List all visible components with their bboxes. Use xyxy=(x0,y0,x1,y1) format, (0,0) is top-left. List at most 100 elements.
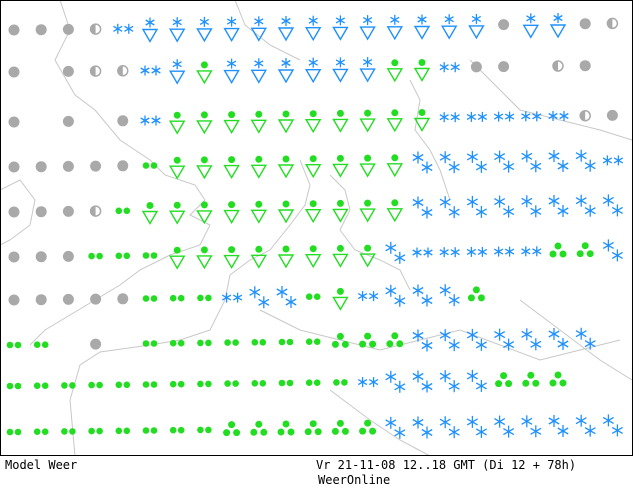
weather-symbol xyxy=(35,294,47,306)
shower-tri xyxy=(250,27,268,42)
shower-dot xyxy=(146,202,154,209)
dot xyxy=(336,419,344,427)
rain-dot xyxy=(579,18,591,30)
border-east xyxy=(519,299,633,381)
weather-symbol xyxy=(115,381,131,389)
shower-tri xyxy=(141,28,159,43)
dot xyxy=(177,339,185,347)
weather-symbol xyxy=(357,377,379,388)
weather-symbol xyxy=(439,370,460,393)
dot xyxy=(255,420,263,428)
weather-symbol xyxy=(548,150,569,172)
weather-symbol xyxy=(386,59,404,83)
weather-symbol xyxy=(385,370,406,393)
flake-arm xyxy=(611,251,623,259)
dot xyxy=(69,382,76,389)
dot xyxy=(197,426,204,434)
weather-symbol xyxy=(332,109,349,133)
half-fill xyxy=(607,18,613,29)
weather-symbol xyxy=(61,428,76,435)
weather-symbol xyxy=(466,369,487,392)
weather-symbol xyxy=(35,161,47,173)
flake-arm xyxy=(602,196,614,204)
flake-arm xyxy=(448,208,460,216)
shower-dot xyxy=(364,109,372,117)
weather-symbol xyxy=(89,205,102,217)
dot xyxy=(197,380,204,388)
flake-arm xyxy=(557,207,569,215)
weather-symbol xyxy=(89,23,102,35)
flake-arm xyxy=(412,249,422,256)
half-fill xyxy=(117,65,123,76)
weather-symbol xyxy=(196,61,213,85)
flake-arm xyxy=(385,287,397,295)
weather-symbol xyxy=(412,370,433,393)
dot xyxy=(331,427,339,435)
weather-symbol xyxy=(386,332,404,348)
rain-dot xyxy=(8,251,20,263)
dot xyxy=(123,252,131,260)
rain-dot xyxy=(35,294,47,306)
flake-arm xyxy=(412,198,424,207)
shower-tri xyxy=(168,255,186,270)
weather-symbol xyxy=(440,14,458,40)
weather-symbol xyxy=(140,65,161,76)
flake-arm xyxy=(466,113,477,120)
weather-symbol xyxy=(196,201,213,225)
weather-symbol xyxy=(332,287,349,311)
flake-arm xyxy=(285,298,297,306)
flake-arm xyxy=(439,64,449,71)
flake-arm xyxy=(548,417,560,425)
weather-symbol xyxy=(606,109,618,121)
weather-symbol xyxy=(552,60,564,72)
shower-tri xyxy=(304,164,322,179)
weather-symbol xyxy=(521,195,542,218)
weather-symbol xyxy=(521,415,542,438)
weather-symbol xyxy=(332,57,349,83)
weather-symbol xyxy=(304,245,322,269)
weather-symbol xyxy=(386,109,404,133)
flake-arm xyxy=(421,428,433,437)
shower-tri xyxy=(141,210,159,225)
coast-dk xyxy=(409,79,451,201)
weather-symbol xyxy=(90,338,102,350)
dot xyxy=(115,252,123,260)
dot xyxy=(142,340,150,347)
flake-arm xyxy=(281,17,291,25)
rain-dot xyxy=(579,60,591,72)
weather-symbol xyxy=(8,66,20,78)
shower-dot xyxy=(391,109,399,117)
weather-symbol xyxy=(333,379,348,386)
flake-arm xyxy=(385,244,397,252)
dot xyxy=(477,294,485,302)
flake-arm xyxy=(448,341,460,349)
shower-tri xyxy=(332,296,349,311)
rain-dot xyxy=(117,115,129,127)
shower-dot xyxy=(282,110,290,118)
rain-dot xyxy=(8,24,20,36)
weather-symbol xyxy=(304,420,322,436)
shower-tri xyxy=(250,254,268,269)
weather-symbol xyxy=(413,109,431,132)
rain-dot xyxy=(62,293,74,305)
flake-arm xyxy=(421,382,433,391)
flake-arm xyxy=(602,416,614,424)
dot xyxy=(259,380,267,387)
weather-symbol xyxy=(62,65,74,77)
coast-north xyxy=(234,0,301,61)
weather-symbol xyxy=(304,15,322,42)
shower-dot xyxy=(336,287,344,295)
shower-tri xyxy=(332,253,349,268)
weather-symbol xyxy=(493,246,515,257)
weather-symbol xyxy=(35,24,47,36)
dot xyxy=(527,371,535,379)
dot xyxy=(96,381,103,389)
flake-arm xyxy=(602,241,614,249)
weather-symbol xyxy=(439,151,460,174)
shower-dot xyxy=(173,156,181,164)
dot xyxy=(150,381,158,388)
weather-symbol xyxy=(575,327,596,350)
shower-tri xyxy=(277,119,295,134)
flake-arm xyxy=(503,208,515,216)
dot xyxy=(313,379,321,387)
